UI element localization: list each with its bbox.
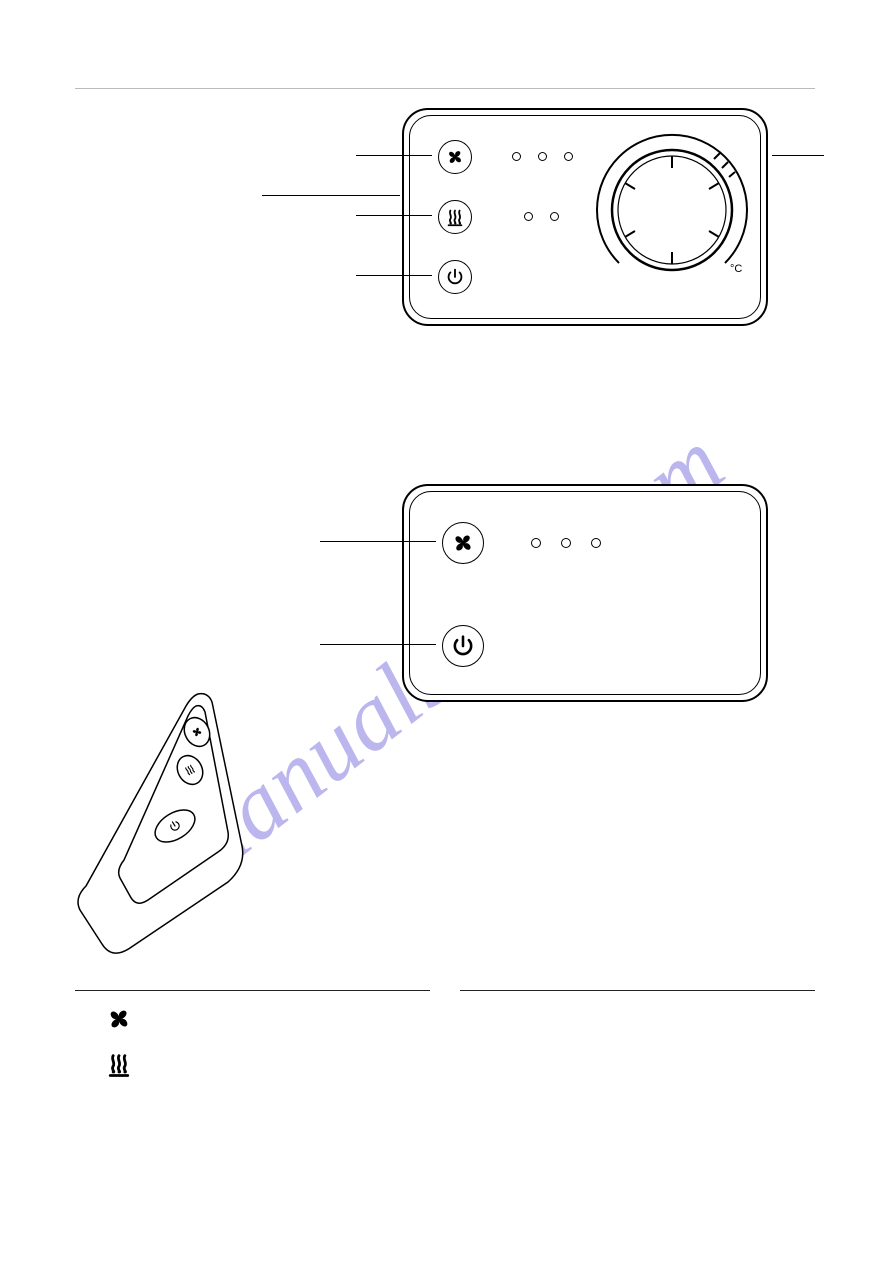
control-panel-top: °C — [402, 108, 768, 326]
heat-icon — [105, 1051, 133, 1079]
legend-col-right — [460, 990, 815, 1097]
led-indicator — [524, 212, 533, 221]
power-button[interactable] — [438, 260, 472, 294]
fan-icon — [444, 146, 466, 168]
legend-row-fan — [105, 1005, 430, 1033]
fan-icon — [105, 1005, 133, 1033]
top-divider — [75, 88, 815, 89]
page: manualshive.com — [0, 0, 893, 1263]
legend-col-left — [75, 990, 430, 1097]
temperature-dial[interactable]: °C — [582, 120, 762, 300]
leader-line — [356, 155, 432, 156]
led-indicator — [538, 152, 547, 161]
leader-line — [772, 155, 824, 156]
led-indicator — [550, 212, 559, 221]
leader-line — [262, 195, 400, 196]
legend-columns — [75, 990, 815, 1097]
led-indicator — [531, 538, 541, 548]
leader-line — [356, 275, 432, 276]
power-button[interactable] — [442, 625, 484, 667]
remote-control — [70, 688, 265, 958]
control-panel-bottom — [402, 484, 768, 702]
fan-icon — [449, 529, 477, 557]
power-icon — [449, 632, 477, 660]
leader-line — [320, 541, 436, 542]
dial-unit-label: °C — [730, 263, 742, 275]
legend-row-heat — [105, 1051, 430, 1079]
led-indicator — [591, 538, 601, 548]
fan-button[interactable] — [442, 522, 484, 564]
led-indicator — [512, 152, 521, 161]
leader-line — [356, 215, 432, 216]
heat-button[interactable] — [438, 200, 472, 234]
leader-line — [320, 644, 436, 645]
heat-icon — [444, 206, 466, 228]
led-indicator — [561, 538, 571, 548]
fan-button[interactable] — [438, 140, 472, 174]
power-icon — [444, 266, 466, 288]
led-indicator — [564, 152, 573, 161]
